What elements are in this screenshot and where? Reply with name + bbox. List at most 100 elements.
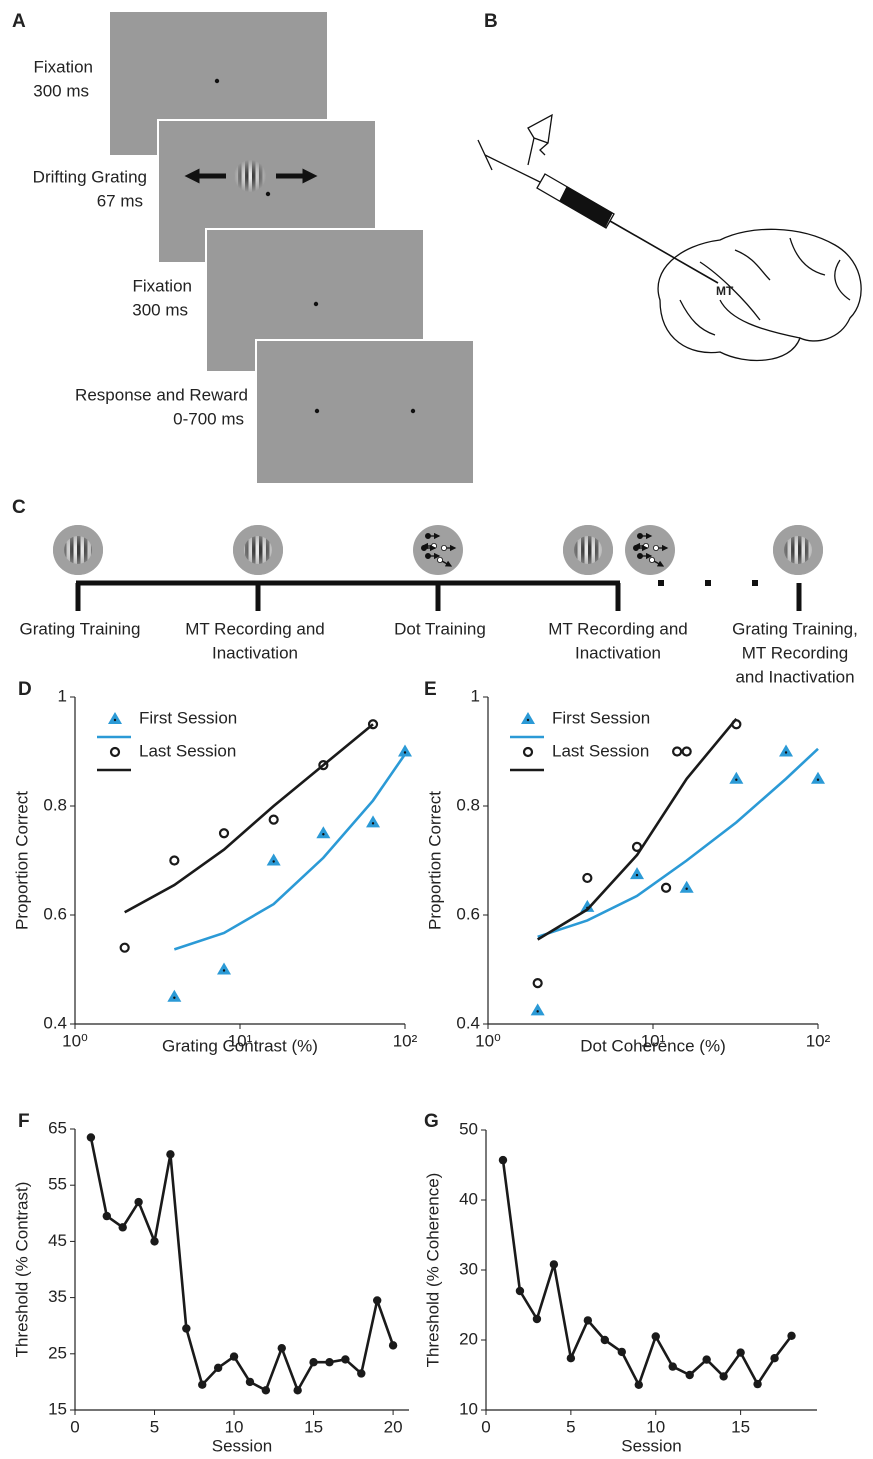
y-tick-label: 1 xyxy=(58,686,67,705)
point-marker xyxy=(230,1352,238,1360)
point-marker xyxy=(214,1364,222,1372)
triangle-center xyxy=(785,751,787,753)
y-tick-label: 30 xyxy=(459,1259,478,1278)
circle-marker xyxy=(270,816,278,824)
fixation-dot xyxy=(314,302,318,306)
point-marker xyxy=(389,1341,397,1349)
dot xyxy=(637,533,642,538)
target-dot xyxy=(411,409,415,413)
point-marker xyxy=(341,1355,349,1363)
point-marker xyxy=(652,1332,660,1340)
y-tick-label: 15 xyxy=(48,1399,67,1418)
y-tick-label: 10 xyxy=(459,1399,478,1418)
point-marker xyxy=(293,1386,301,1394)
circle-marker xyxy=(583,874,591,882)
circle-marker xyxy=(121,944,129,952)
grating-icon-envelope xyxy=(53,525,103,575)
point-marker xyxy=(533,1315,541,1323)
triangle-marker xyxy=(108,712,122,724)
y-tick-label: 0.6 xyxy=(456,904,480,923)
circle-marker xyxy=(732,720,740,728)
triangle-marker xyxy=(811,772,825,784)
x-tick-label: 10⁰ xyxy=(475,1031,501,1050)
point-marker xyxy=(246,1378,254,1386)
x-tick-label: 5 xyxy=(566,1417,575,1436)
triangle-marker xyxy=(680,881,694,893)
dot xyxy=(649,557,654,562)
y-axis-label: Proportion Correct xyxy=(425,791,444,930)
point-marker xyxy=(516,1287,524,1295)
triangle-center xyxy=(322,833,324,835)
figure: A B C MT Fixation300 msDrifting Grating6… xyxy=(0,0,873,1459)
stage-label: MT Recording xyxy=(742,643,848,662)
timeline-gap xyxy=(658,580,664,586)
series-line xyxy=(91,1137,393,1390)
panel-label: G xyxy=(424,1111,439,1132)
y-tick-label: 45 xyxy=(48,1231,67,1250)
dot xyxy=(637,553,642,558)
series-line xyxy=(503,1160,792,1385)
plunger xyxy=(485,155,542,183)
triangle-marker xyxy=(531,1003,545,1015)
panel-label: C xyxy=(12,497,26,518)
sulci xyxy=(680,238,850,338)
y-tick-label: 0.6 xyxy=(43,904,67,923)
point-marker xyxy=(309,1358,317,1366)
x-axis-label: Grating Contrast (%) xyxy=(162,1036,318,1055)
triangle-center xyxy=(173,997,175,999)
triangle-marker xyxy=(167,990,181,1002)
y-axis-label: Threshold (% Coherence) xyxy=(423,1173,442,1368)
screen-label: Drifting Grating xyxy=(33,167,147,186)
screens xyxy=(110,12,474,484)
point-marker xyxy=(278,1344,286,1352)
screen-label: Response and Reward xyxy=(75,385,248,404)
y-tick-label: 0.8 xyxy=(43,795,67,814)
grating-icon-envelope xyxy=(233,525,283,575)
triangle-center xyxy=(223,969,225,971)
point-marker xyxy=(601,1336,609,1344)
y-tick-label: 0.4 xyxy=(456,1013,480,1032)
dot xyxy=(653,545,658,550)
fit-line xyxy=(174,754,405,949)
y-tick-label: 65 xyxy=(48,1118,67,1137)
circle-marker xyxy=(662,884,670,892)
point-marker xyxy=(550,1260,558,1268)
point-marker xyxy=(787,1332,795,1340)
circle-marker xyxy=(633,843,641,851)
panel-label: E xyxy=(424,679,437,700)
y-tick-label: 50 xyxy=(459,1119,478,1138)
point-marker xyxy=(373,1296,381,1304)
y-tick-label: 1 xyxy=(471,686,480,705)
x-tick-label: 0 xyxy=(70,1417,79,1436)
brain-outline xyxy=(658,229,861,360)
point-marker xyxy=(702,1355,710,1363)
panel-label: F xyxy=(18,1111,30,1132)
circle-marker xyxy=(683,748,691,756)
point-marker xyxy=(685,1371,693,1379)
y-tick-label: 40 xyxy=(459,1189,478,1208)
triangle-marker xyxy=(779,745,793,757)
y-tick-label: 0.8 xyxy=(456,795,480,814)
point-marker xyxy=(736,1348,744,1356)
triangle-marker xyxy=(521,712,535,724)
stage-label: Grating Training, xyxy=(732,619,858,638)
triangle-center xyxy=(404,751,406,753)
triangle-marker xyxy=(630,867,644,879)
point-marker xyxy=(198,1381,206,1389)
triangle-marker xyxy=(366,815,380,827)
legend-label: Last Session xyxy=(139,741,236,760)
screen-label: 0-700 ms xyxy=(173,409,244,428)
point-marker xyxy=(635,1381,643,1389)
circle-marker xyxy=(673,748,681,756)
triangle-marker xyxy=(217,963,231,975)
fixation-dot xyxy=(266,192,270,196)
screen-label: 300 ms xyxy=(132,300,188,319)
point-marker xyxy=(753,1380,761,1388)
dot xyxy=(441,545,446,550)
x-tick-label: 20 xyxy=(384,1417,403,1436)
legend-label: Last Session xyxy=(552,741,649,760)
triangle-center xyxy=(114,719,116,721)
x-tick-label: 5 xyxy=(150,1417,159,1436)
stage-label: and Inactivation xyxy=(735,667,854,686)
x-tick-label: 10² xyxy=(806,1031,831,1050)
